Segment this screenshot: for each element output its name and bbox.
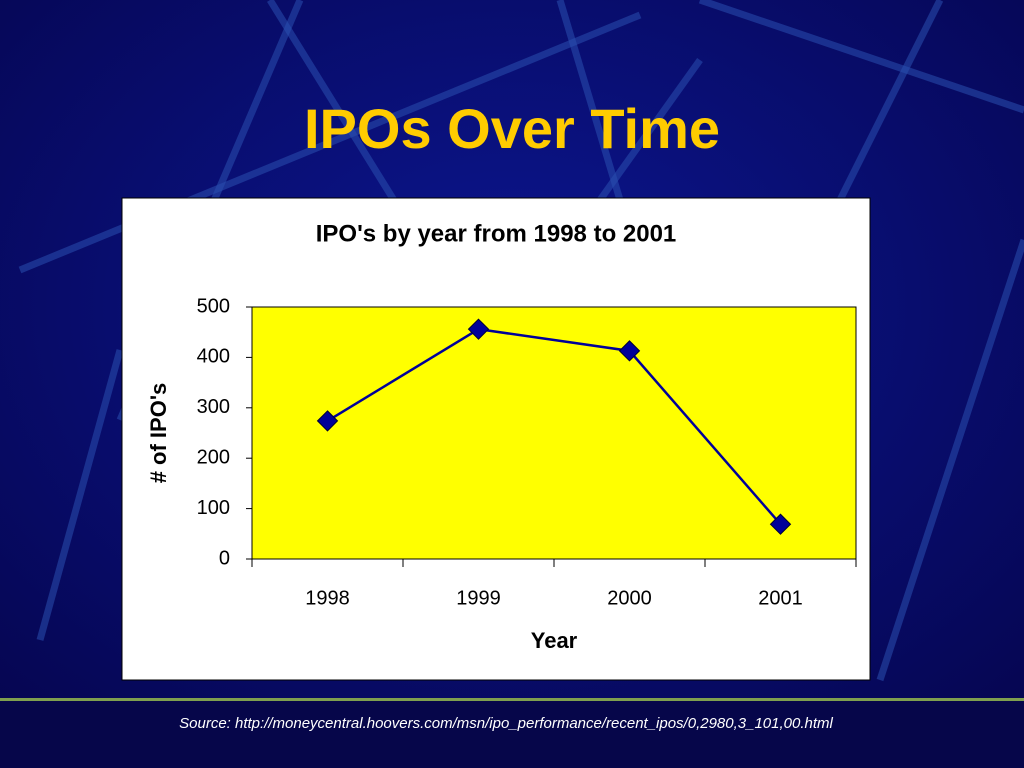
deco-line bbox=[597, 57, 703, 203]
deco-line bbox=[698, 0, 1024, 114]
data-marker bbox=[769, 513, 792, 535]
data-marker bbox=[316, 410, 339, 432]
data-marker bbox=[618, 340, 641, 362]
deco-line bbox=[36, 349, 124, 641]
y-tick-label: 300 bbox=[197, 396, 230, 418]
deco-line bbox=[876, 238, 1024, 682]
slide-title: IPOs Over Time bbox=[304, 97, 720, 160]
footer-band bbox=[0, 701, 1024, 768]
y-tick-label: 400 bbox=[197, 346, 230, 368]
y-tick-label: 500 bbox=[197, 295, 230, 317]
x-tick-label: 2000 bbox=[607, 587, 652, 609]
plot-area bbox=[251, 306, 857, 560]
source-note: Source: http://moneycentral.hoovers.com/… bbox=[179, 715, 833, 732]
x-tick-label: 1999 bbox=[456, 587, 501, 609]
y-tick-label: 0 bbox=[219, 547, 230, 569]
deco-line bbox=[836, 0, 944, 202]
y-axis-title: # of IPO's bbox=[146, 383, 171, 484]
deco-line bbox=[267, 0, 403, 212]
band-line bbox=[0, 698, 1024, 701]
chart-title: IPO's by year from 1998 to 2001 bbox=[316, 220, 677, 247]
data-line bbox=[326, 327, 782, 526]
data-marker bbox=[467, 318, 490, 340]
x-tick-label: 1998 bbox=[305, 587, 350, 609]
x-tick-label: 2001 bbox=[758, 587, 803, 609]
y-tick-label: 100 bbox=[197, 497, 230, 519]
deco-line bbox=[556, 0, 624, 202]
y-tick-label: 200 bbox=[197, 446, 230, 468]
x-axis-title: Year bbox=[531, 628, 578, 653]
